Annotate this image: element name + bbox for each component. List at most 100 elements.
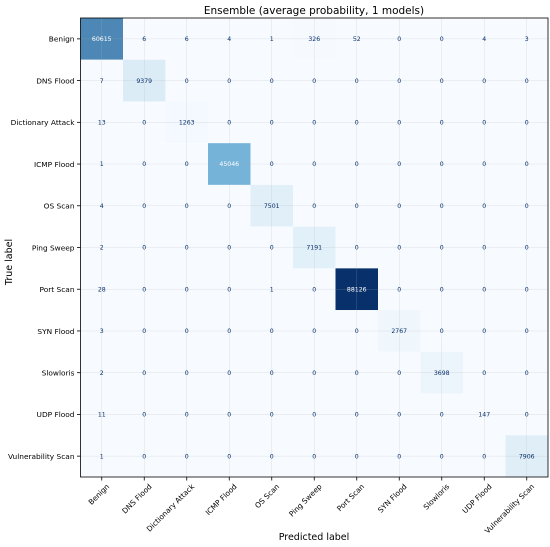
y-axis-ticks: Benign DNS Flood Dictionary Attack ICMP Flo… [8, 35, 81, 461]
heatmap-cell [165, 101, 208, 144]
cell-value-label: 1 [270, 36, 274, 43]
heatmap-cell [463, 18, 506, 60]
cell-value-label: 0 [227, 120, 231, 127]
heatmap-cell [208, 226, 251, 269]
y-tick-label-vulnerability-scan: Vulnerability Scan [8, 452, 75, 461]
y-tick-label-dictionary-attack: Dictionary Attack [11, 118, 76, 127]
heatmap-cell [293, 18, 336, 60]
cell-value-label: 7191 [306, 245, 322, 252]
cell-value-label: 0 [185, 286, 189, 293]
cell-value-label: 0 [397, 161, 401, 168]
heatmap-cell [123, 393, 166, 436]
cell-value-label: 0 [227, 453, 231, 460]
cell-value-label: 0 [227, 203, 231, 210]
y-tick-label-benign: Benign [49, 35, 75, 44]
heatmap-cell [250, 184, 293, 227]
cell-value-label: 0 [312, 328, 316, 335]
heatmap-cell [80, 143, 123, 185]
cell-value-label: 0 [482, 203, 486, 210]
cell-value-label: 0 [440, 328, 444, 335]
heatmap-cell [208, 393, 251, 436]
cell-value-label: 0 [312, 78, 316, 85]
cell-value-label: 0 [525, 245, 529, 252]
heatmap-cell [505, 184, 548, 227]
cell-value-label: 6 [185, 36, 189, 43]
y-tick-label-port-scan: Port Scan [40, 285, 75, 294]
x-tick-label-slowloris: Slowloris [422, 482, 452, 512]
heatmap-cell [123, 143, 166, 185]
cell-value-label: 0 [270, 78, 274, 85]
cell-value-label: 0 [355, 328, 359, 335]
x-axis-label: Predicted label [279, 532, 350, 543]
heatmap-cell [463, 143, 506, 185]
heatmap-cell [250, 18, 293, 60]
heatmap-cell [123, 268, 166, 311]
heatmap-cell [420, 143, 463, 185]
heatmap-cell [378, 310, 421, 352]
cell-value-label: 28 [98, 286, 106, 293]
cell-value-label: 0 [185, 161, 189, 168]
heatmap-cell [250, 310, 293, 352]
heatmap-cell [208, 101, 251, 144]
heatmap-cell [505, 435, 548, 477]
heatmap-cell [420, 59, 463, 102]
heatmap-cell [165, 184, 208, 227]
cell-value-label: 0 [185, 245, 189, 252]
cell-value-label: 0 [397, 412, 401, 419]
heatmap-cell [123, 18, 166, 60]
cell-value-label: 0 [525, 78, 529, 85]
cell-value-label: 0 [397, 286, 401, 293]
heatmap-cell [293, 351, 336, 394]
heatmap-cell [165, 268, 208, 311]
cell-value-label: 0 [270, 245, 274, 252]
heatmap-cell [123, 59, 166, 102]
cell-value-label: 3 [100, 328, 104, 335]
cell-value-label: 0 [355, 370, 359, 377]
heatmap-cell [208, 143, 251, 185]
heatmap-cell [463, 101, 506, 144]
heatmap-cell [250, 268, 293, 311]
heatmap-cell [505, 351, 548, 394]
cell-value-label: 0 [440, 161, 444, 168]
heatmap-cell [165, 393, 208, 436]
cell-value-label: 0 [482, 328, 486, 335]
heatmap-cell [208, 351, 251, 394]
heatmap-cell [505, 101, 548, 144]
cell-value-label: 0 [312, 203, 316, 210]
cell-value-label: 0 [440, 78, 444, 85]
y-tick-label-syn-flood: SYN Flood [37, 327, 74, 336]
heatmap-cell [463, 268, 506, 311]
heatmap-cell [463, 351, 506, 394]
cell-value-label: 0 [142, 370, 146, 377]
cell-value-label: 0 [270, 370, 274, 377]
cell-value-label: 3698 [434, 370, 450, 377]
cell-value-label: 0 [355, 120, 359, 127]
heatmap-cell [378, 435, 421, 477]
heatmap-cell [250, 435, 293, 477]
cell-value-label: 0 [397, 78, 401, 85]
heatmap-cell [80, 393, 123, 436]
heatmap-cell [123, 351, 166, 394]
heatmap-cell [420, 435, 463, 477]
cell-value-label: 0 [482, 78, 486, 85]
cell-value-label: 0 [227, 78, 231, 85]
heatmap-cell [250, 101, 293, 144]
cell-value-label: 0 [142, 412, 146, 419]
heatmap-cell [335, 226, 378, 269]
cell-value-label: 0 [397, 120, 401, 127]
heatmap-cell [293, 59, 336, 102]
cell-value-label: 0 [312, 120, 316, 127]
cell-value-label: 0 [185, 78, 189, 85]
cell-value-label: 2 [100, 370, 104, 377]
cell-value-label: 4 [482, 36, 486, 43]
heatmap-cell [250, 143, 293, 185]
heatmap-cell [293, 393, 336, 436]
cell-value-label: 4 [100, 203, 104, 210]
cell-value-label: 0 [227, 412, 231, 419]
x-tick-label-port-scan: Port Scan [335, 482, 366, 513]
cell-value-label: 1 [100, 453, 104, 460]
heatmap-cell [378, 184, 421, 227]
heatmap-cell [250, 226, 293, 269]
cell-value-label: 0 [142, 328, 146, 335]
